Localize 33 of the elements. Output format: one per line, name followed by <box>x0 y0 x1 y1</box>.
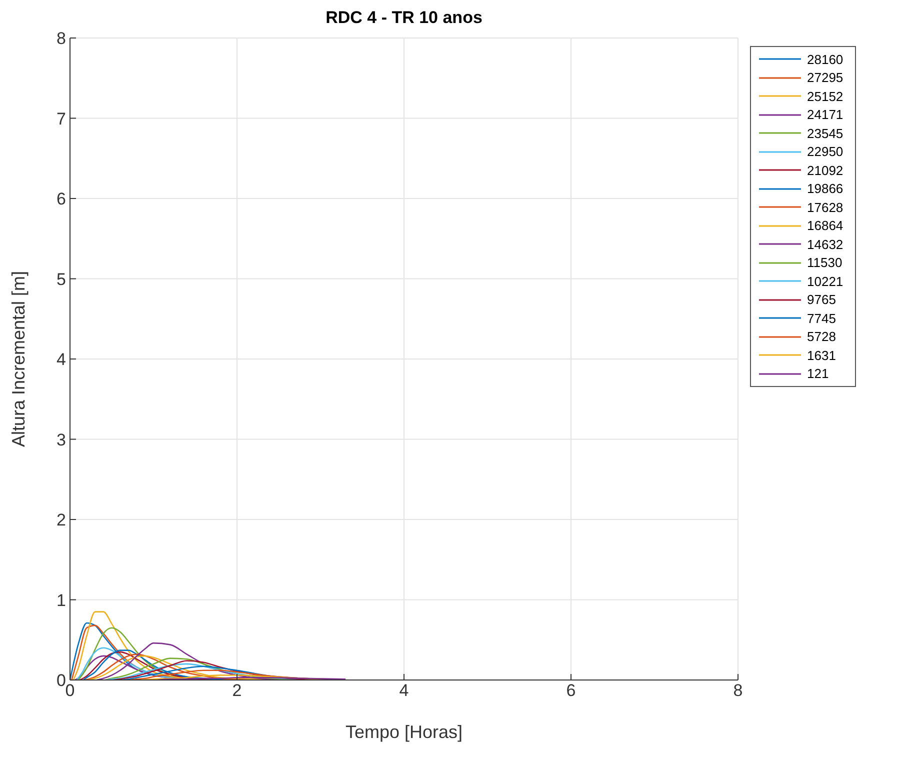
legend-label: 19866 <box>807 181 844 196</box>
y-tick-label: 3 <box>56 430 66 450</box>
legend-label: 5728 <box>807 329 837 344</box>
legend-label: 7745 <box>807 310 837 326</box>
legend-label: 17628 <box>807 200 844 215</box>
y-tick-label: 5 <box>56 270 66 289</box>
y-tick-label: 2 <box>56 510 66 530</box>
x-tick-label: 2 <box>232 681 242 700</box>
x-tick-label: 8 <box>733 681 743 700</box>
legend-label: 14632 <box>807 236 844 252</box>
legend-label: 10221 <box>807 274 844 289</box>
legend-label: 23545 <box>807 126 844 141</box>
legend-label: 11530 <box>807 255 844 270</box>
legend-label: 9765 <box>807 292 837 308</box>
x-tick-label: 6 <box>566 681 576 700</box>
x-tick-label: 4 <box>399 681 409 700</box>
y-tick-label: 4 <box>56 350 66 370</box>
x-axis-title: Tempo [Horas] <box>345 722 463 742</box>
legend-label: 21092 <box>807 162 844 178</box>
legend-label: 25152 <box>807 88 844 104</box>
legend-label: 28160 <box>807 52 844 67</box>
legend-label: 22950 <box>807 144 844 160</box>
y-tick-label: 7 <box>56 109 66 128</box>
legend-label: 121 <box>807 366 830 382</box>
y-tick-label: 1 <box>56 590 66 610</box>
y-tick-label: 6 <box>56 190 66 209</box>
legend-label: 24171 <box>807 107 844 122</box>
y-axis-title: Altura Incremental [m] <box>8 270 28 448</box>
y-tick-label: 8 <box>56 29 66 48</box>
legend-label: 16864 <box>807 218 844 234</box>
legend-label: 1631 <box>807 348 837 363</box>
chart-title: RDC 4 - TR 10 anos <box>324 8 484 28</box>
legend-label: 27295 <box>807 70 844 86</box>
